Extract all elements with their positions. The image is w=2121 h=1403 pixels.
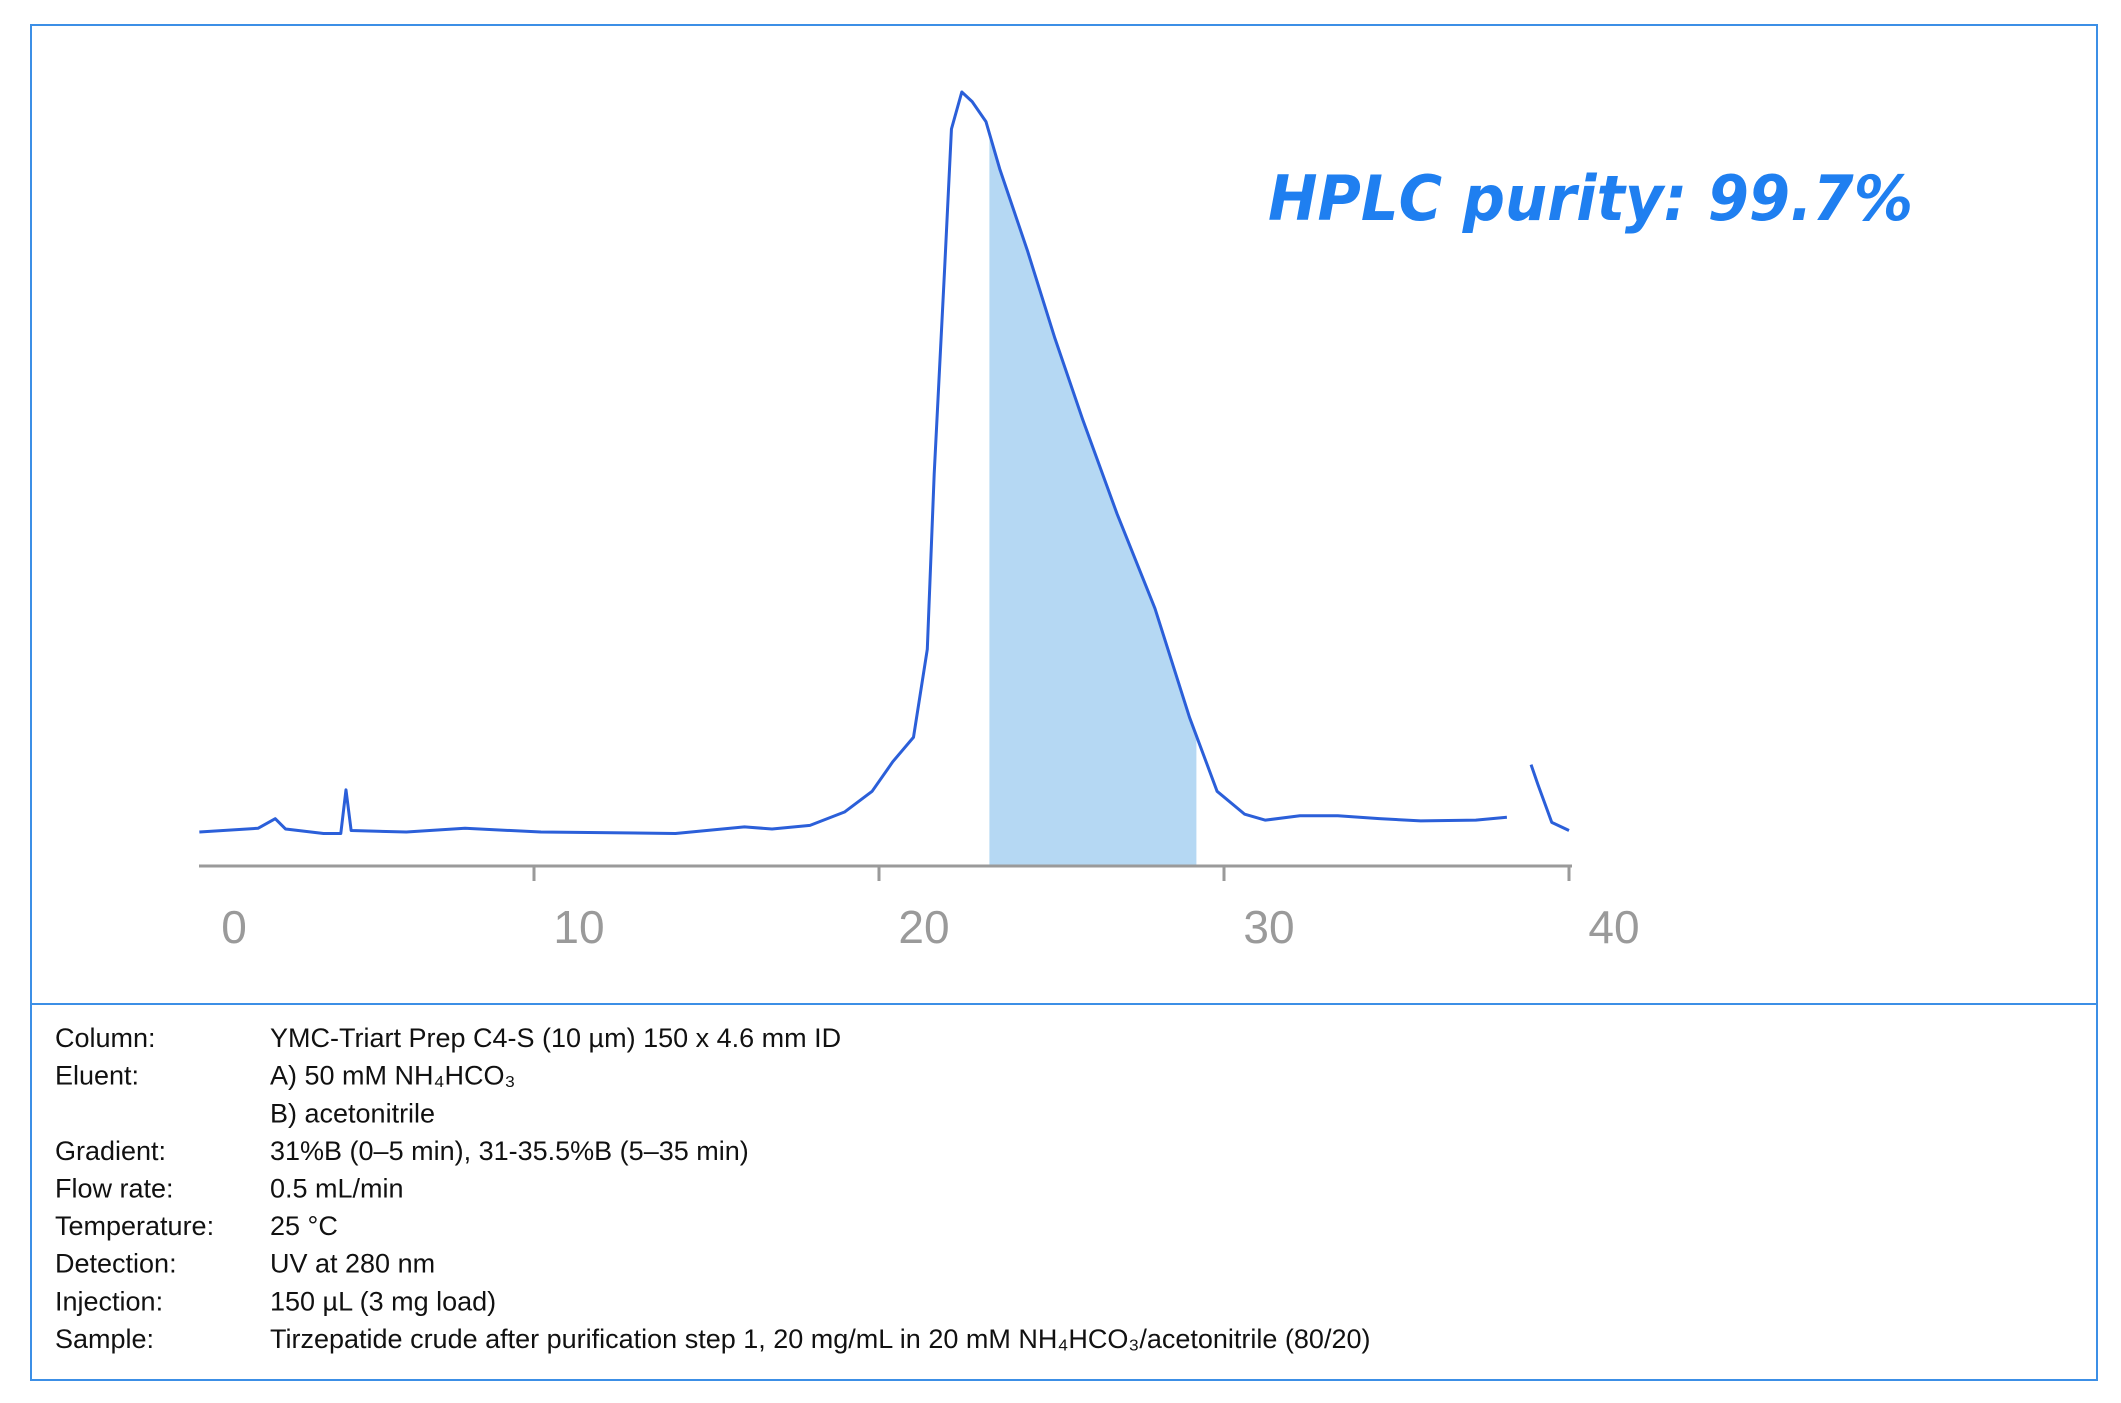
x-tick-label: 30: [1243, 901, 1294, 953]
condition-label: Column:: [55, 1023, 156, 1053]
condition-label: Temperature:: [55, 1211, 214, 1241]
condition-value: 150 µL (3 mg load): [270, 1286, 496, 1316]
fraction-area: [989, 133, 1197, 866]
x-tick-label: 40: [1588, 901, 1639, 953]
condition-value: Tirzepatide crude after purification ste…: [270, 1324, 1370, 1354]
condition-value: A) 50 mM NH₄HCO₃: [270, 1061, 516, 1091]
frame: [30, 24, 2098, 1381]
x-tick-label: 0: [221, 901, 247, 953]
condition-label: Sample:: [55, 1324, 154, 1354]
x-tick-label: 20: [898, 901, 949, 953]
condition-value: YMC-Triart Prep C4-S (10 µm) 150 x 4.6 m…: [270, 1023, 841, 1053]
chromatogram-line: [199, 90, 1570, 835]
condition-value: 0.5 mL/min: [270, 1174, 404, 1204]
condition-value: B) acetonitrile: [270, 1098, 435, 1128]
condition-label: Gradient:: [55, 1136, 166, 1166]
condition-value: 25 °C: [270, 1211, 338, 1241]
annotation: HPLC purity: 99.7%: [1268, 162, 1913, 235]
condition-label: Detection:: [55, 1249, 177, 1279]
condition-label: Flow rate:: [55, 1174, 174, 1204]
condition-value: 31%B (0–5 min), 31-35.5%B (5–35 min): [270, 1136, 749, 1166]
condition-value: UV at 280 nm: [270, 1249, 435, 1279]
condition-label: Eluent:: [55, 1061, 139, 1091]
condition-label: Injection:: [55, 1286, 163, 1316]
x-tick-label: 10: [553, 901, 604, 953]
